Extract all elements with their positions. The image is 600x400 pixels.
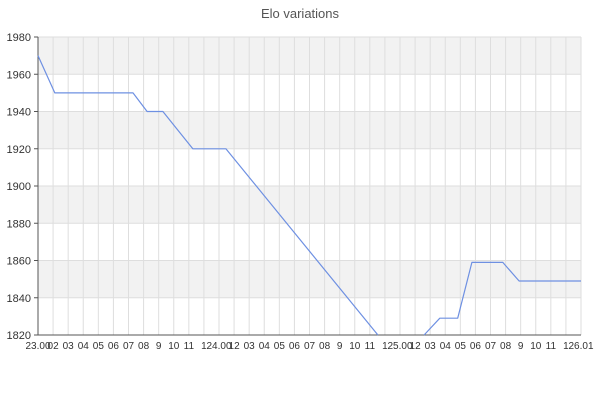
x-tick-label: 12 [229, 341, 241, 352]
x-tick-label: 02 [48, 341, 60, 352]
x-tick-label: 05 [93, 341, 105, 352]
y-tick-label: 1900 [7, 181, 31, 193]
elo-line-segment [37, 55, 379, 336]
x-tick-label: 08 [138, 341, 150, 352]
x-tick-label: 10 [530, 341, 542, 352]
x-tick-label: 26.01 [568, 341, 593, 352]
x-tick-label: 25.00 [387, 341, 412, 352]
x-tick-label: 05 [274, 341, 286, 352]
x-tick-label: 08 [500, 341, 512, 352]
x-tick-label: 11 [365, 341, 376, 352]
x-tick-label: 12 [410, 341, 422, 352]
x-tick-label: 06 [289, 341, 301, 352]
x-tick-label: 03 [244, 341, 256, 352]
y-tick-label: 1980 [7, 32, 31, 44]
x-tick-label: 04 [78, 341, 90, 352]
x-tick-label: 11 [184, 341, 195, 352]
x-tick-label: 9 [518, 341, 524, 352]
y-tick-label: 1880 [7, 218, 31, 230]
x-tick-label: 07 [304, 341, 316, 352]
y-tick-label: 1920 [7, 144, 31, 156]
chart-title: Elo variations [260, 6, 340, 21]
y-tick-label: 1940 [7, 107, 31, 119]
elo-line-segment [423, 261, 581, 336]
x-tick-label: 06 [108, 341, 120, 352]
y-tick-label: 1840 [7, 293, 31, 305]
x-tick-label: 04 [440, 341, 452, 352]
x-tick-label: 04 [259, 341, 271, 352]
y-tick-label: 1960 [7, 69, 31, 81]
x-tick-label: 05 [455, 341, 467, 352]
x-tick-label: 9 [337, 341, 343, 352]
x-tick-label: 08 [319, 341, 331, 352]
x-tick-label: 03 [425, 341, 437, 352]
y-tick-label: 1820 [7, 330, 31, 342]
x-tick-label: 1 [382, 341, 388, 352]
x-tick-label: 06 [470, 341, 482, 352]
x-tick-label: 24.00 [206, 341, 231, 352]
x-tick-label: 07 [485, 341, 497, 352]
x-tick-label: 23.00 [25, 341, 50, 352]
x-tick-label: 10 [168, 341, 180, 352]
x-tick-label: 9 [156, 341, 162, 352]
x-tick-label: 1 [563, 341, 569, 352]
x-tick-label: 11 [546, 341, 557, 352]
y-tick-label: 1860 [7, 256, 31, 268]
x-tick-label: 07 [123, 341, 135, 352]
x-tick-label: 03 [63, 341, 75, 352]
x-tick-label: 10 [349, 341, 361, 352]
x-tick-label: 1 [201, 341, 207, 352]
